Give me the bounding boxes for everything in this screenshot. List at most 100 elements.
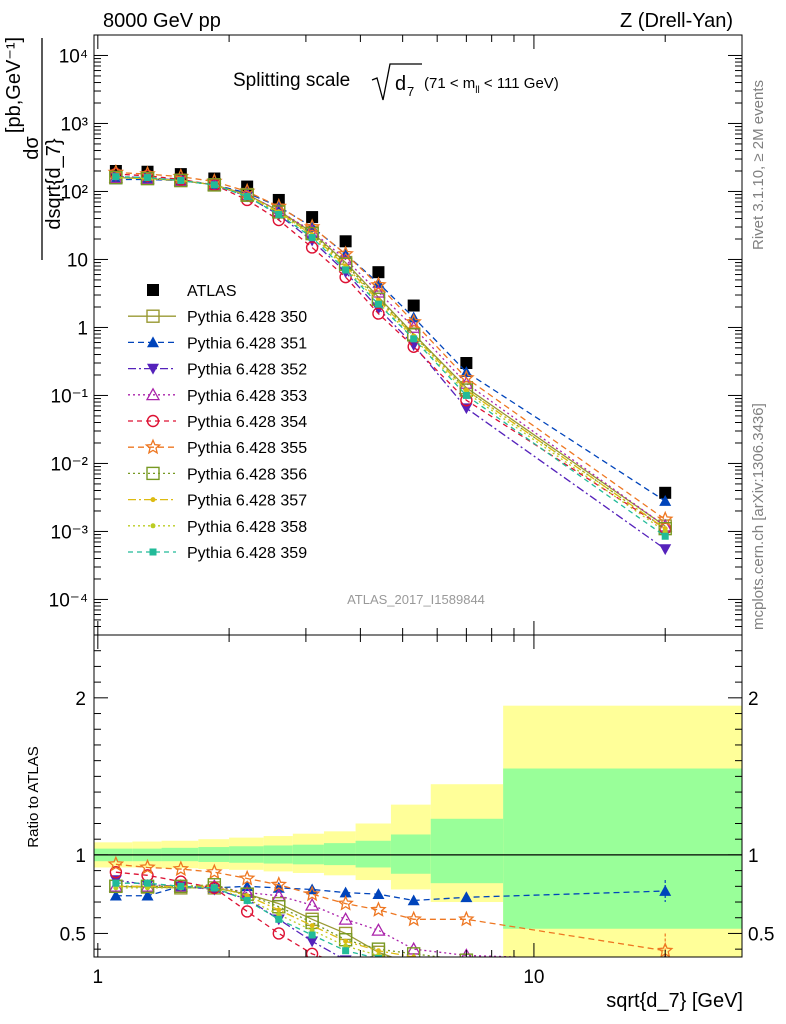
ratio-y-tick-label-right: 1	[748, 846, 759, 867]
ratio-point	[270, 876, 288, 892]
x-tick-label: 10	[523, 967, 544, 988]
legend-label: Pythia 6.428 352	[187, 362, 307, 379]
ratio-point	[373, 967, 384, 978]
plot-title-main: Splitting scale	[233, 70, 350, 91]
ratio-point	[144, 879, 152, 887]
band-inner	[503, 768, 742, 929]
svg-text:dsqrt{d_7}: dsqrt{d_7}	[43, 138, 65, 230]
ratio-point	[660, 978, 671, 989]
y-tick-label: 10⁻¹	[51, 386, 89, 407]
header-right: Z (Drell-Yan)	[620, 10, 733, 32]
legend-marker	[146, 466, 160, 481]
ratio-point	[210, 884, 218, 892]
ratio-point	[662, 968, 669, 975]
data-point	[662, 528, 668, 534]
legend-label: Pythia 6.428 359	[187, 545, 307, 562]
plot-title-symbol: d	[395, 73, 406, 95]
data-point	[405, 313, 422, 330]
data-point	[460, 357, 473, 370]
ratio-point	[460, 973, 472, 984]
ratio-point	[460, 967, 472, 979]
legend-entry: Pythia 6.428 359	[128, 545, 307, 562]
ratio-point	[305, 947, 319, 957]
data-point	[659, 486, 672, 499]
ratio-point	[375, 948, 381, 954]
ratio-point	[240, 905, 254, 918]
plot-title: Splitting scale d 7 (71 < mll < 111 GeV)	[233, 63, 559, 101]
ratio-point	[406, 947, 421, 957]
data-point	[275, 210, 283, 218]
ratio-point	[177, 882, 185, 890]
ratio-point	[305, 897, 320, 911]
ratio-point	[112, 879, 120, 887]
ratio-line	[115, 863, 666, 952]
data-point	[460, 403, 473, 415]
series-line	[115, 173, 666, 530]
ratio-point	[206, 863, 223, 880]
ratio-y-tick-label: 2	[75, 689, 86, 710]
ratio-point	[276, 907, 282, 913]
ratio-point	[172, 860, 190, 877]
legend-label: Pythia 6.428 350	[187, 309, 307, 326]
ratio-point	[139, 858, 156, 875]
data-point	[372, 277, 385, 288]
y-tick-label: 10	[67, 250, 88, 271]
ratio-series-9	[112, 879, 669, 975]
legend-entry: Pythia 6.428 353	[128, 387, 307, 405]
ratio-y-tick-label-right: 0.5	[748, 924, 774, 945]
ratio-point	[411, 958, 416, 963]
plot-title-subscript: 7	[407, 84, 414, 99]
ratio-point	[308, 931, 316, 939]
ratio-point	[371, 922, 386, 936]
data-point	[407, 299, 420, 312]
data-point	[342, 266, 350, 274]
ratio-point	[339, 886, 352, 898]
ratio-point	[408, 968, 420, 979]
legend-entry: Pythia 6.428 354	[128, 414, 307, 431]
ratio-point	[408, 959, 420, 971]
data-point	[207, 178, 222, 192]
legend-entry: Pythia 6.428 351	[128, 335, 307, 352]
ratio-point	[272, 927, 285, 940]
side-label-rivet: Rivet 3.1.10, ≥ 2M events	[750, 80, 767, 250]
ratio-point	[107, 855, 125, 872]
plot-title-range: (71 < mll < 111 GeV)	[424, 75, 559, 96]
ratio-point	[461, 975, 472, 986]
legend-marker	[144, 438, 162, 455]
ratio-point	[464, 959, 469, 964]
band-inner	[355, 840, 391, 868]
band-inner	[430, 818, 504, 884]
side-label-mcplots: mcplots.cern.ch [arXiv:1306.3436]	[750, 403, 767, 630]
data-point	[144, 174, 152, 182]
legend-marker	[147, 363, 159, 375]
svg-text:Splitting scale: Splitting scale	[233, 70, 350, 91]
legend: ATLAS Pythia 6.428 350 Pythia 6.428 351 Pyt…	[128, 283, 307, 562]
legend-entry: Pythia 6.428 357	[128, 493, 307, 510]
ratio-point	[464, 962, 469, 967]
band-inner	[323, 843, 356, 866]
data-point	[112, 173, 120, 181]
ratio-point	[659, 971, 671, 983]
x-tick-label: 1	[93, 967, 104, 988]
ratio-point	[407, 894, 420, 906]
legend-label: Pythia 6.428 353	[187, 388, 307, 405]
legend-entry: ATLAS	[147, 283, 237, 300]
ratio-point	[109, 889, 122, 901]
data-point	[339, 235, 352, 248]
ratio-series-5	[107, 855, 674, 957]
ratio-point	[343, 938, 349, 944]
y-tick-label: 1	[77, 318, 88, 339]
x-axis-label: sqrt{d_7} [GeV]	[606, 990, 743, 1012]
legend-label: Pythia 6.428 357	[187, 493, 307, 510]
ratio-point	[411, 954, 417, 957]
ratio-point	[238, 869, 256, 886]
ratio-point	[410, 960, 417, 967]
legend-entry: Pythia 6.428 355	[128, 438, 307, 457]
ratio-point	[109, 865, 123, 879]
ratio-point	[340, 959, 351, 970]
data-point	[659, 544, 672, 556]
ratio-point	[663, 962, 668, 967]
ratio-point	[372, 888, 385, 899]
y-tick-label: 10²	[61, 182, 88, 203]
